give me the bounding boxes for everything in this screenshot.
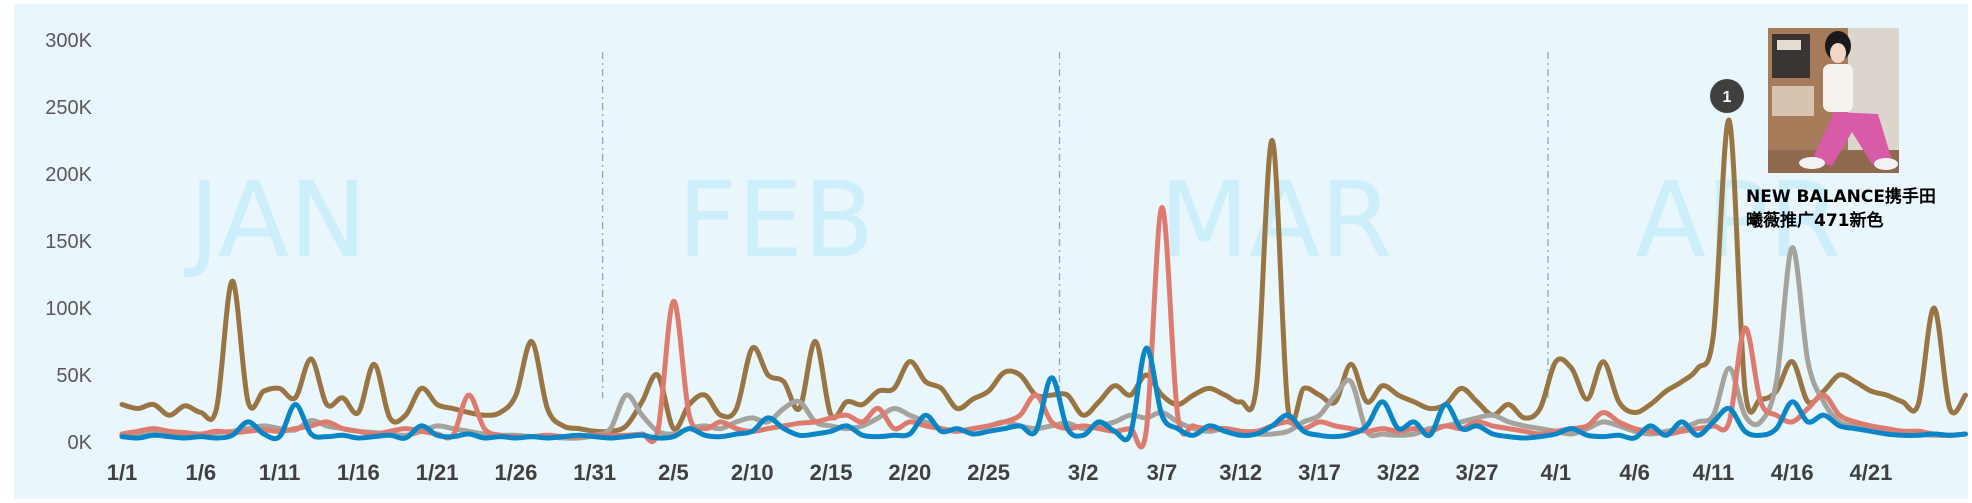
x-tick-label: 4/11	[1693, 460, 1735, 485]
x-tick-label: 4/6	[1619, 460, 1650, 485]
x-tick-label: 2/20	[888, 460, 931, 485]
series-lines	[119, 117, 1968, 450]
series-line	[119, 117, 1968, 435]
y-tick-label: 250K	[45, 97, 92, 119]
month-label-feb: FEB	[678, 159, 875, 281]
annotation: 1 NEW BALANCE携手田 曦薇推广471新色	[1710, 28, 1936, 231]
x-tick-label: 2/10	[731, 460, 774, 485]
annotation-badge: 1	[1710, 79, 1744, 113]
x-tick-label: 1/11	[259, 460, 301, 485]
x-axis-ticks: 1/1 1/6 1/11 1/16 1/21 1/26 1/31 2/5 2/10 2/15 2/2…	[107, 460, 1893, 485]
x-tick-label: 1/26	[494, 460, 537, 485]
y-tick-label: 50K	[56, 365, 92, 387]
y-tick-label: 150K	[45, 231, 92, 253]
annotation-badge-number: 1	[1723, 89, 1732, 106]
x-tick-label: 1/21	[416, 460, 459, 485]
month-dividers	[601, 52, 1549, 398]
x-tick-label: 3/22	[1377, 460, 1420, 485]
x-tick-label: 1/31	[573, 460, 616, 485]
x-tick-label: 3/17	[1298, 460, 1341, 485]
x-tick-label: 2/15	[810, 460, 853, 485]
month-label-jan: JAN	[183, 159, 367, 281]
y-tick-label: 300K	[45, 30, 92, 52]
y-axis-ticks: 0K 50K 100K 150K 200K 250K 300K	[45, 30, 92, 454]
x-tick-label: 4/21	[1850, 460, 1893, 485]
y-tick-label: 200K	[45, 164, 92, 186]
x-tick-label: 3/7	[1147, 460, 1178, 485]
annotation-text-line2: 曦薇推广471新色	[1746, 210, 1884, 231]
x-tick-label: 3/12	[1219, 460, 1262, 485]
y-tick-label: 0K	[68, 432, 93, 454]
x-tick-label: 1/1	[107, 460, 138, 485]
annotation-photo	[1768, 28, 1899, 173]
series-line	[119, 345, 1968, 443]
x-tick-label: 4/1	[1541, 460, 1572, 485]
x-tick-label: 3/27	[1456, 460, 1499, 485]
x-tick-label: 1/16	[337, 460, 380, 485]
x-tick-label: 2/5	[658, 460, 689, 485]
y-tick-label: 100K	[45, 298, 92, 320]
series-line	[119, 245, 1968, 441]
x-tick-label: 1/6	[185, 460, 216, 485]
x-tick-label: 4/16	[1771, 460, 1814, 485]
annotation-text-line1: NEW BALANCE携手田	[1746, 186, 1936, 207]
x-tick-label: 2/25	[967, 460, 1010, 485]
x-tick-label: 3/2	[1068, 460, 1099, 485]
plot-background	[14, 4, 1968, 499]
